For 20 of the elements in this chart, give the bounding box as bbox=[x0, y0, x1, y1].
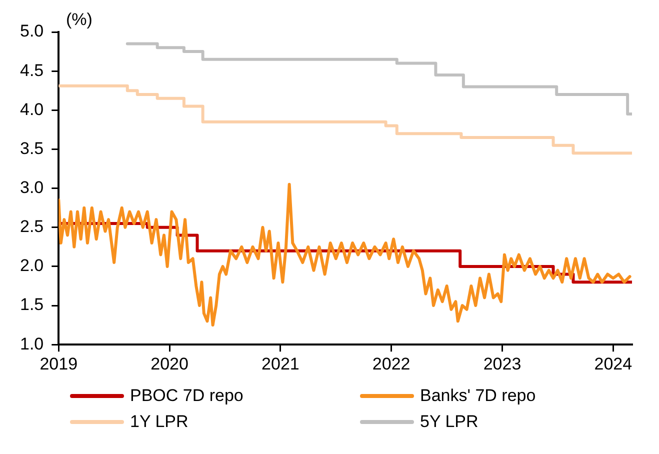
x-tick-label: 2020 bbox=[150, 354, 188, 374]
y-tick-label: 1.5 bbox=[20, 295, 44, 314]
y-tick-label: 1.0 bbox=[20, 334, 44, 354]
x-tick-label: 2022 bbox=[372, 354, 410, 374]
x-tick-label: 2024 bbox=[594, 354, 632, 374]
y-tick-label: 4.5 bbox=[20, 60, 44, 80]
y-tick-label: 4.0 bbox=[20, 100, 44, 119]
x-tick-label: 2019 bbox=[40, 354, 78, 374]
legend-label: Banks' 7D repo bbox=[420, 386, 536, 406]
y-tick-label: 5.0 bbox=[20, 22, 44, 41]
x-tick-label: 2023 bbox=[483, 354, 522, 374]
y-tick-label: 3.5 bbox=[20, 138, 44, 158]
y-axis-title: (%) bbox=[66, 10, 92, 30]
legend-label: 1Y LPR bbox=[130, 412, 188, 432]
y-tick-label: 2.0 bbox=[20, 256, 44, 276]
legend-label: PBOC 7D repo bbox=[130, 386, 244, 406]
y-tick-label: 2.5 bbox=[20, 217, 44, 236]
x-tick-label: 2021 bbox=[262, 354, 300, 374]
legend-label: 5Y LPR bbox=[420, 412, 478, 432]
y-tick-label: 3.0 bbox=[20, 178, 44, 197]
